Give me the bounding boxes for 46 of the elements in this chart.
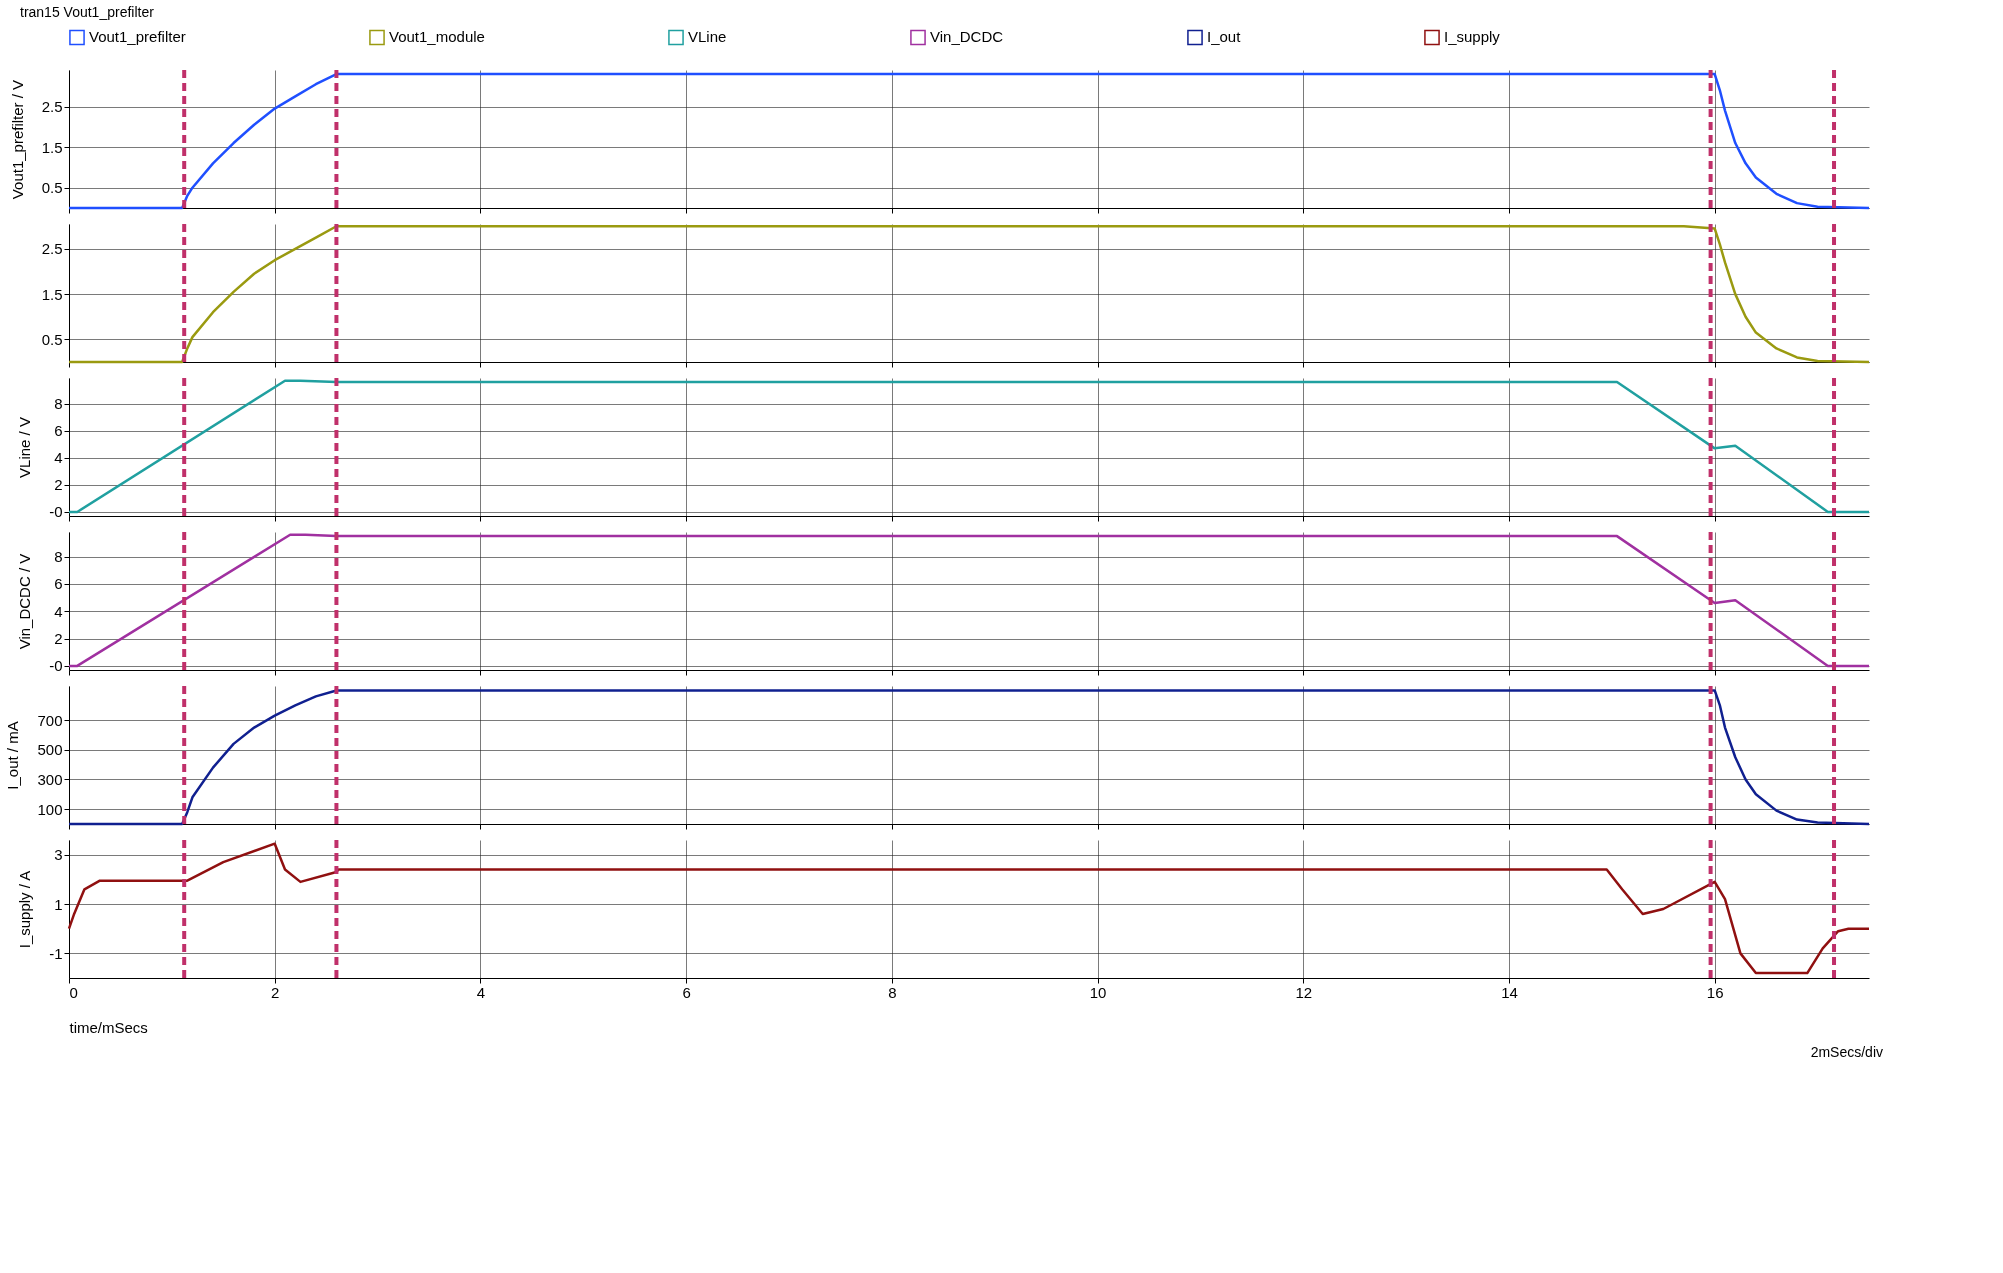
x-tick-label: 4 [476,983,486,1001]
y-axis-title: I_supply / A [16,870,34,949]
y-axis-title: I_out / mA [4,721,22,790]
y-tick-label: 1.5 [41,285,63,303]
y-tick-label: 4 [54,449,63,467]
x-tick-label: 10 [1089,983,1107,1001]
y-tick-label: 2.5 [41,98,63,116]
y-tick-label: 8 [54,395,63,413]
y-tick-label: 100 [37,800,63,818]
y-tick-label: 8 [54,548,63,566]
y-tick-label: 2 [54,630,63,648]
y-tick-label: -1 [49,944,63,962]
legend-label: I_out [1207,28,1242,46]
y-axis-title: VLine / V [16,417,34,478]
text: 2mSecs/div [1809,1043,1884,1062]
y-tick-label: -0 [49,503,63,521]
x-tick-label: 14 [1501,983,1518,1001]
y-tick-label: 3 [54,846,63,864]
y-tick-label: 500 [37,741,63,759]
x-tick-label: 0 [69,983,78,1001]
x-tick-label: 16 [1706,983,1724,1001]
x-tick-label: 6 [682,983,691,1001]
y-tick-label: 1.5 [41,138,63,156]
y-tick-label: 2 [54,476,63,494]
y-tick-label: 0.5 [41,330,63,348]
y-tick-label: 700 [37,711,63,729]
y-tick-label: 2.5 [41,240,63,258]
y-tick-label: 300 [37,770,63,788]
legend-label: VLine [688,28,727,46]
y-axis-title: Vout1_prefilter / V [8,79,26,200]
text: tran15 Vout1_prefilter [19,3,155,22]
x-tick-label: 12 [1295,983,1313,1001]
y-axis-title: Vin_DCDC / V [16,553,34,650]
y-tick-label: 4 [54,602,63,620]
y-tick-label: 0.5 [41,179,63,197]
y-tick-label: -0 [49,657,63,675]
legend-label: I_supply [1444,28,1501,46]
legend-label: Vin_DCDC [930,28,1004,46]
x-tick-label: 8 [888,983,897,1001]
y-tick-label: 1 [54,895,63,913]
legend-label: Vout1_prefilter [89,28,186,46]
x-tick-label: 2 [271,983,280,1001]
y-tick-label: 6 [54,575,63,593]
y-tick-label: 6 [54,422,63,440]
x-axis-title: time/mSecs [69,1018,148,1036]
legend-label: Vout1_module [389,28,485,46]
